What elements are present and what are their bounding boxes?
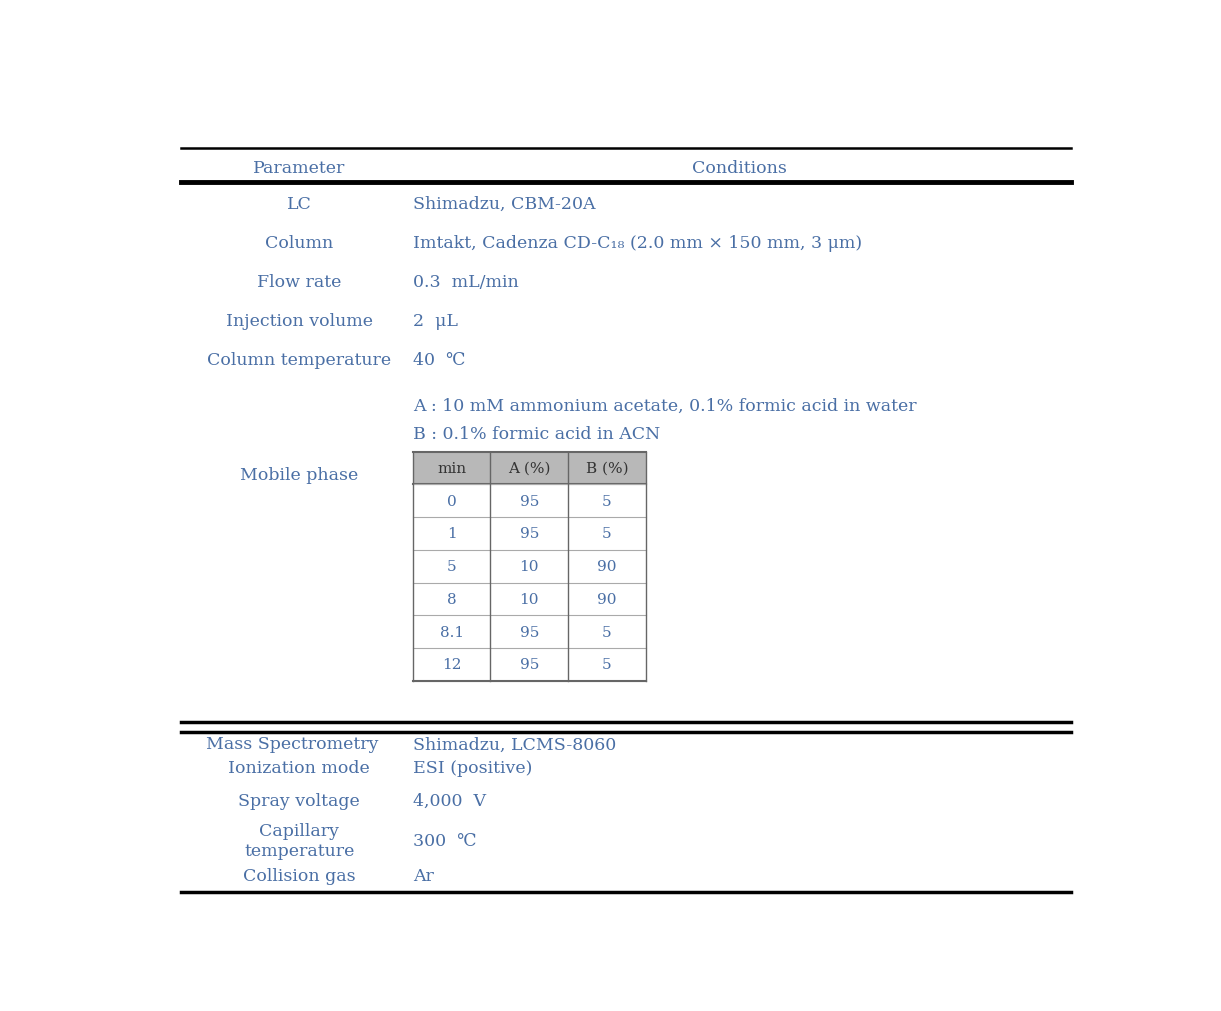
Text: 95: 95 [520,494,538,509]
Text: B (%): B (%) [586,462,628,475]
Text: 5: 5 [602,658,612,671]
Text: min: min [437,462,466,475]
Text: Spray voltage: Spray voltage [238,793,360,810]
Text: Collision gas: Collision gas [243,867,355,885]
Text: Mobile phase: Mobile phase [241,467,359,484]
Text: 0.3  mL/min: 0.3 mL/min [413,274,519,291]
Text: 95: 95 [520,658,538,671]
Text: Injection volume: Injection volume [226,312,372,330]
Text: 95: 95 [520,625,538,639]
Bar [413,452,646,485]
Text: 12: 12 [442,658,462,671]
Text: 5: 5 [602,527,612,541]
Text: ESI (positive): ESI (positive) [413,759,532,775]
Text: 8: 8 [447,592,457,607]
Text: 5: 5 [602,625,612,639]
Text: Ar: Ar [413,867,433,885]
Text: 300  ℃: 300 ℃ [413,832,476,849]
Text: 90: 90 [597,560,617,573]
Text: Imtakt, Cadenza CD-C₁₈ (2.0 mm × 150 mm, 3 μm): Imtakt, Cadenza CD-C₁₈ (2.0 mm × 150 mm,… [413,235,862,252]
Text: Capillary
temperature: Capillary temperature [244,822,354,859]
Text: A (%): A (%) [508,462,551,475]
Text: 40  ℃: 40 ℃ [413,352,465,369]
Text: Flow rate: Flow rate [258,274,342,291]
Text: B : 0.1% formic acid in ACN: B : 0.1% formic acid in ACN [413,426,661,443]
Text: 10: 10 [519,592,538,607]
Text: 8.1: 8.1 [440,625,464,639]
Text: Shimadzu, CBM-20A: Shimadzu, CBM-20A [413,196,596,213]
Text: 4,000  V: 4,000 V [413,793,486,810]
Text: 0: 0 [447,494,457,509]
Text: 2  μL: 2 μL [413,312,458,330]
Text: Ionization mode: Ionization mode [228,759,370,775]
Text: LC: LC [287,196,311,213]
Text: Parameter: Parameter [253,160,346,177]
Text: 90: 90 [597,592,617,607]
Text: 95: 95 [520,527,538,541]
Text: 1: 1 [447,527,457,541]
Text: Column: Column [265,235,333,252]
Text: 5: 5 [447,560,457,573]
Text: Shimadzu, LCMS-8060: Shimadzu, LCMS-8060 [413,736,617,752]
Text: Conditions: Conditions [692,160,786,177]
Text: 10: 10 [519,560,538,573]
Text: Column temperature: Column temperature [208,352,392,369]
Text: 5: 5 [602,494,612,509]
Text: Mass Spectrometry: Mass Spectrometry [206,736,379,752]
Text: A : 10 mM ammonium acetate, 0.1% formic acid in water: A : 10 mM ammonium acetate, 0.1% formic … [413,397,917,413]
